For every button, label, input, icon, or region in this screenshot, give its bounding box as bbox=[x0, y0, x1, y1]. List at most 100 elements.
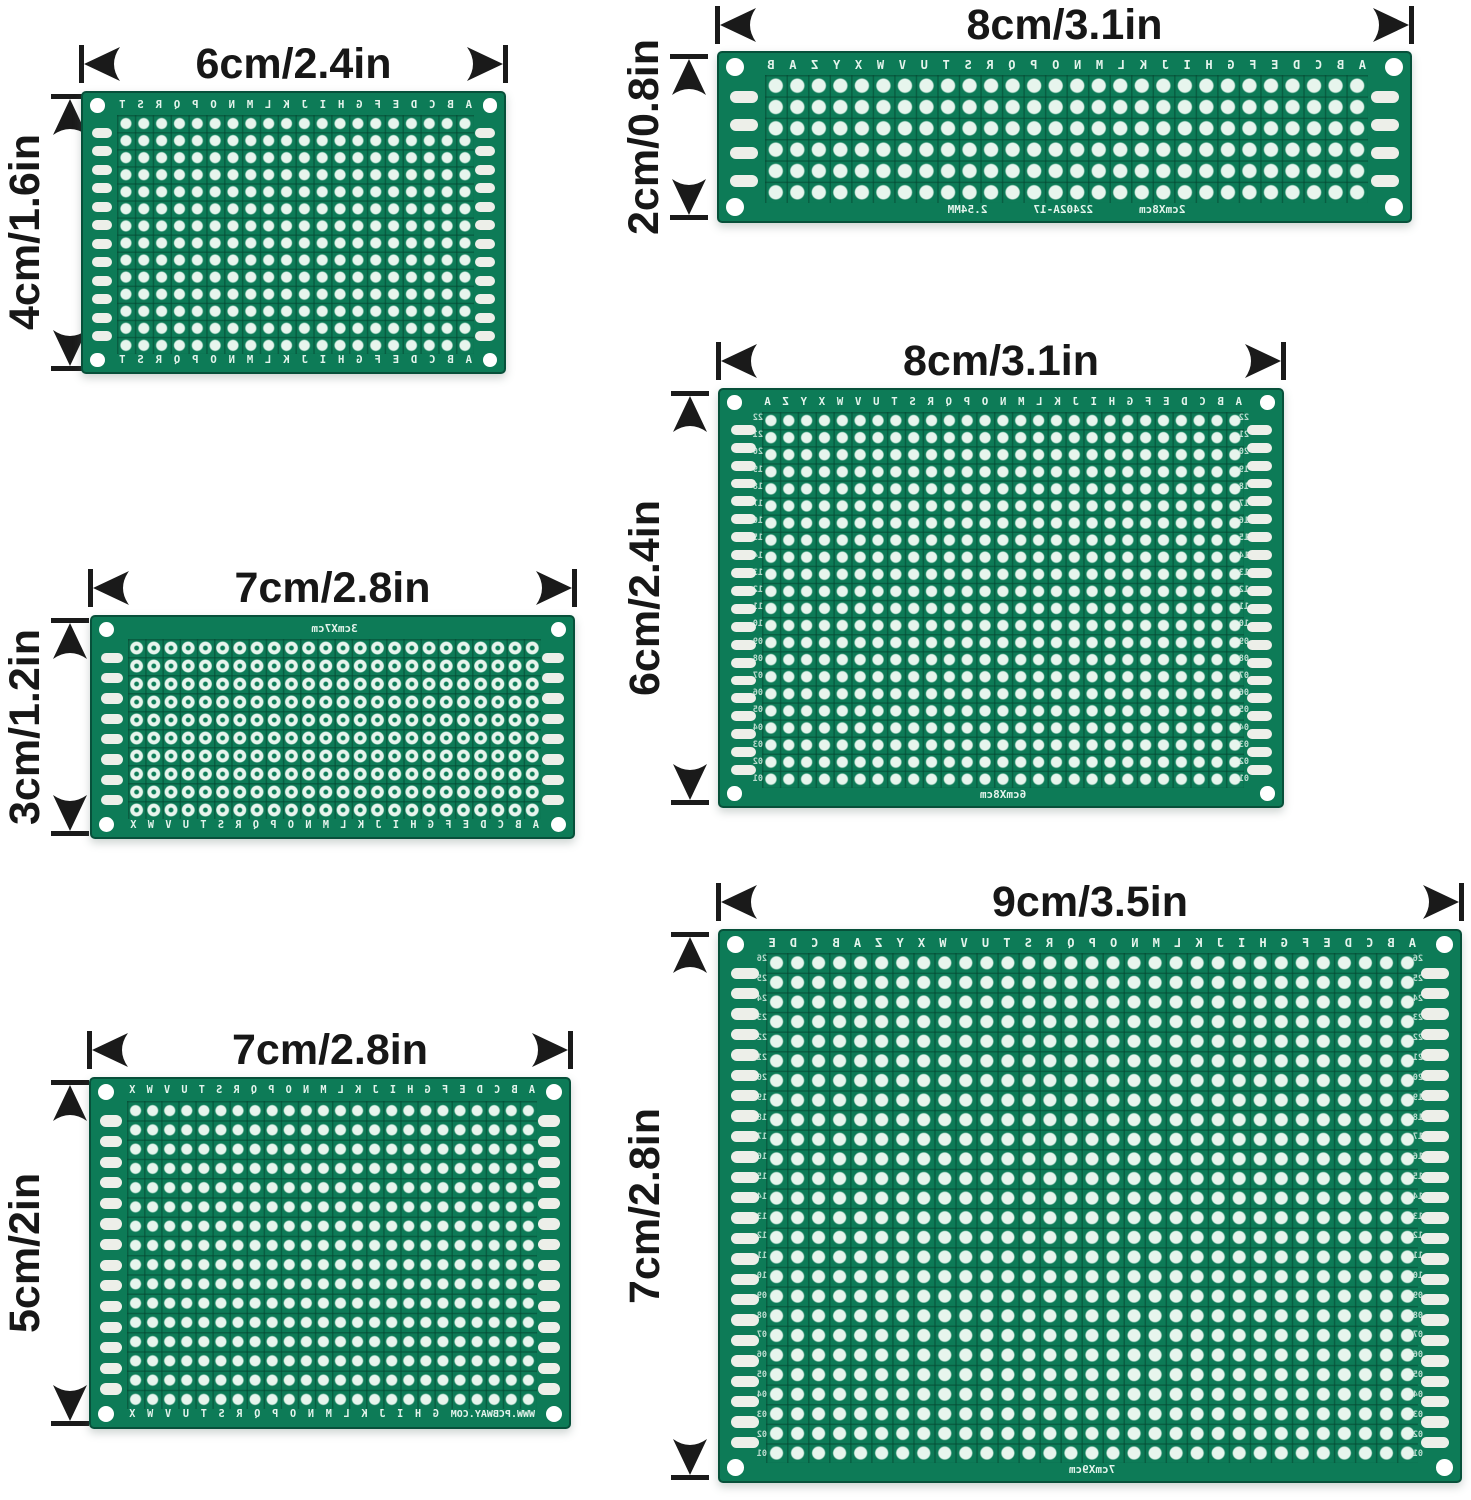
board-6x4cm-pad bbox=[92, 312, 112, 323]
board-8x6cm-height-arrow-top bbox=[671, 391, 709, 432]
board-8x2cm-pad-column-right bbox=[1371, 91, 1399, 187]
board-8x6cm-letters-top-letter: C bbox=[1199, 394, 1206, 408]
board-7x3cm-letters-bottom-letter: L bbox=[340, 818, 347, 831]
board-8x6cm-letters-top-letter: T bbox=[891, 394, 898, 408]
board-7x3cm-pad bbox=[542, 733, 564, 745]
board-9x7cm-pad bbox=[1421, 1028, 1449, 1041]
board-9x7cm-pad bbox=[731, 1293, 759, 1306]
board-7x3cm-letters-bottom-letter: T bbox=[200, 818, 207, 831]
board-7x3cm-letters-bottom-letter: D bbox=[480, 818, 487, 831]
board-8x6cm-pad bbox=[1246, 532, 1272, 543]
board-7x5cm-height-label: 5cm/2in bbox=[1, 1172, 49, 1334]
board-9x7cm-pad bbox=[1421, 988, 1449, 1000]
board-7x5cm-letters-top-letter: V bbox=[163, 1084, 171, 1096]
board-8x2cm-letters-top-letter: P bbox=[1030, 58, 1038, 72]
board-9x7cm-pad bbox=[1421, 1192, 1449, 1204]
board-6x4cm-letters-top-letter: K bbox=[283, 97, 290, 111]
board-9x7cm-letters-top-letter: R bbox=[1045, 936, 1054, 950]
board-8x6cm-pad bbox=[1246, 603, 1272, 614]
board-8x6cm-letters-top-letter: R bbox=[927, 394, 934, 408]
board-7x5cm-letters-top-letter: C bbox=[494, 1084, 501, 1096]
board-8x6cm-pad bbox=[1246, 639, 1272, 650]
board-9x7cm-pad bbox=[731, 988, 759, 1000]
board-7x5cm-bottom-letter: V bbox=[164, 1408, 172, 1420]
board-8x6cm-pad bbox=[730, 460, 756, 471]
board-9x7cm-width-arrow-right bbox=[1423, 883, 1464, 921]
board-9x7cm-pad bbox=[1421, 1293, 1449, 1306]
board-6x4cm-letters-top-letter: T bbox=[119, 97, 126, 111]
board-9x7cm-pad bbox=[731, 1416, 759, 1428]
board-8x6cm-letters-top-letter: K bbox=[1054, 394, 1061, 408]
board-7x5cm-bottom-letter: T bbox=[200, 1408, 207, 1420]
board-8x6cm-letters-top-letter: U bbox=[873, 394, 880, 408]
board-8x2cm-pad-column-left bbox=[730, 91, 758, 187]
board-7x5cm-bottom-letter: X bbox=[129, 1408, 136, 1420]
board-7x5cm-corner-hole-tr bbox=[545, 1084, 562, 1101]
board-9x7cm-pad bbox=[1421, 1110, 1449, 1122]
board-6x4cm-pad bbox=[475, 164, 495, 175]
board-7x3cm-pad-column-left bbox=[101, 652, 123, 806]
board-8x2cm-letters-top-letter: E bbox=[1271, 58, 1279, 72]
board-7x5cm-bottom-letter: O bbox=[289, 1408, 297, 1420]
board-8x2cm-bottom-text-part: 2cmX8cm bbox=[1139, 203, 1186, 216]
board-7x5cm-pad bbox=[100, 1197, 122, 1210]
board-9x7cm-letters-top-letter: B bbox=[1387, 936, 1395, 950]
board-6x4cm-corner-hole-tl bbox=[90, 98, 105, 113]
board-6x4cm-letters-top-letter: B bbox=[447, 97, 454, 111]
board-7x5cm-letters-top-letter: P bbox=[268, 1084, 275, 1096]
board-8x6cm-pad bbox=[730, 478, 756, 489]
board-6x4cm-letters-bottom-letter: I bbox=[319, 352, 327, 366]
board-9x7cm-letters-top-letter: F bbox=[1302, 936, 1310, 950]
board-6x4cm-letters-bottom-letter: A bbox=[465, 352, 472, 366]
board-9x7cm-corner-hole-br bbox=[1436, 1459, 1453, 1476]
board-8x6cm-pad bbox=[1246, 747, 1272, 758]
board-7x3cm-letters-bottom-letter: I bbox=[392, 818, 399, 831]
board-8x2cm-letters-top-letter: Y bbox=[833, 58, 841, 72]
board-8x6cm-pad-column-left bbox=[730, 424, 756, 775]
board-7x5cm-pad bbox=[100, 1383, 122, 1395]
board-8x2cm-bottom-text-part: 22402A-17 bbox=[1033, 203, 1093, 216]
board-9x7cm-letters-top-letter: Z bbox=[875, 936, 883, 950]
board-8x2cm-pad bbox=[730, 118, 758, 132]
board-8x2cm-letters-top-letter: G bbox=[1227, 58, 1235, 72]
board-9x7cm-pad bbox=[1421, 1171, 1449, 1183]
board-8x6cm-pad bbox=[730, 675, 756, 686]
board-9x7cm-pad-column-left bbox=[731, 967, 759, 1449]
board-8x6cm-height-arrow-bottom bbox=[671, 764, 709, 805]
board-7x3cm-letters-bottom-letter: V bbox=[165, 818, 172, 831]
board-8x6cm-pad bbox=[730, 532, 756, 543]
board-8x2cm-letters-top-letter: C bbox=[1314, 58, 1323, 72]
board-7x3cm-height-arrow-top bbox=[51, 618, 89, 659]
board-8x6cm-pad bbox=[730, 657, 756, 668]
board-8x2cm-pad bbox=[1371, 118, 1399, 132]
board-9x7cm-pad bbox=[1421, 1355, 1449, 1367]
board-9x7cm-bottom-text: 7cmX9cm bbox=[766, 1461, 1418, 1478]
board-9x7cm-letters-top-letter: K bbox=[1195, 936, 1203, 950]
board-8x2cm-corner-hole-tr bbox=[1385, 58, 1403, 76]
board-7x3cm-letters-bottom-letter: J bbox=[375, 818, 382, 831]
board-7x5cm-letters-top-letter: Q bbox=[250, 1084, 257, 1096]
board-9x7cm-letters-top-letter: D bbox=[1344, 936, 1352, 950]
board-9x7cm-letters-top-letter: D bbox=[789, 936, 798, 950]
board-9x7cm-pad bbox=[1421, 1253, 1449, 1265]
board-9x7cm-letters-top-letter: A bbox=[853, 936, 862, 950]
board-9x7cm-pad bbox=[731, 1008, 759, 1020]
board-6x4cm-hole-grid bbox=[117, 115, 474, 354]
board-9x7cm-pad bbox=[1421, 1334, 1449, 1347]
board-6x4cm-pad bbox=[92, 275, 112, 286]
board-8x6cm-letters-top-letter: Y bbox=[800, 394, 807, 408]
board-6x4cm-pad bbox=[475, 220, 495, 231]
board-7x3cm-height-label: 3cm/1.2in bbox=[1, 629, 49, 825]
board-8x6cm-pad bbox=[730, 711, 756, 722]
board-7x5cm-letters-top-letter: E bbox=[459, 1084, 466, 1096]
board-7x3cm-letters-bottom-letter: X bbox=[130, 818, 137, 831]
board-9x7cm-letters-top-letter: E bbox=[768, 936, 776, 950]
board-7x3cm-letters-bottom-letter: H bbox=[410, 818, 417, 831]
board-9x7cm-pad bbox=[731, 1171, 759, 1183]
board-8x2cm: A B C D E F G H I J K L M N O P Q R S T U V W X Y Z A B 2cmX8cm 22402… bbox=[717, 51, 1412, 223]
board-9x7cm-letters-top-letter: E bbox=[1323, 936, 1331, 950]
board-6x4cm-letters-bottom-letter: N bbox=[228, 352, 235, 366]
board-8x6cm-pad bbox=[730, 496, 756, 507]
board-8x6cm-pad bbox=[1246, 424, 1272, 435]
